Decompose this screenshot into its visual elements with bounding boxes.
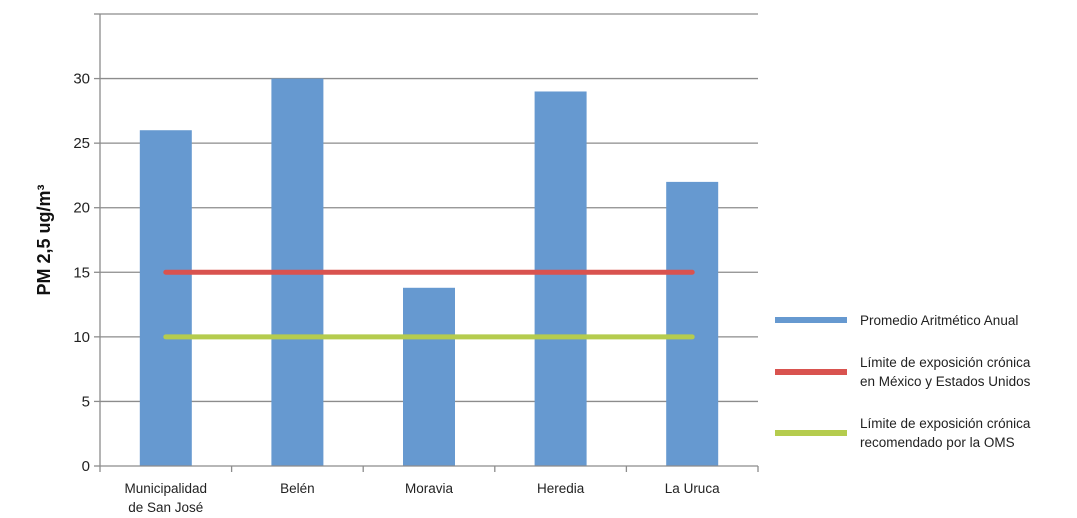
x-tick-labels: Municipalidad de San José Belén Moravia Here…: [125, 481, 721, 515]
legend-swatch: [775, 369, 847, 375]
legend-label: Límite de exposición crónica recomendado …: [860, 416, 1031, 450]
y-tick-label: 15: [73, 264, 90, 281]
y-tick-label: 20: [73, 200, 90, 217]
bar: [403, 287, 455, 466]
y-tick-label: 30: [73, 71, 90, 88]
legend: Promedio Aritmético Anual Límite de expos…: [775, 313, 1031, 450]
y-tick-label: 5: [82, 393, 90, 410]
x-tick-label: La Uruca: [665, 481, 720, 496]
bar: [534, 91, 587, 466]
legend-label: Promedio Aritmético Anual: [860, 313, 1018, 328]
y-tick-labels: 0 5 10 15 20 25 30: [73, 71, 90, 475]
legend-swatch: [775, 430, 847, 436]
y-tick-label: 10: [73, 329, 90, 346]
y-tick-label: 25: [73, 135, 90, 152]
bar: [666, 181, 719, 466]
x-tick-label: Moravia: [405, 481, 454, 496]
limit-lines: [163, 269, 695, 340]
y-tick-label: 0: [82, 458, 90, 475]
x-tick-label: Belén: [280, 481, 315, 496]
axes: [94, 13, 759, 472]
y-axis-label: PM 2,5 ug/m³: [34, 184, 54, 295]
legend-swatch: [775, 317, 847, 323]
legend-label: Límite de exposición crónica en México y …: [860, 355, 1031, 389]
x-tick-label: Heredia: [537, 481, 585, 496]
bar: [139, 130, 192, 466]
x-tick-label: Municipalidad de San José: [125, 481, 208, 515]
